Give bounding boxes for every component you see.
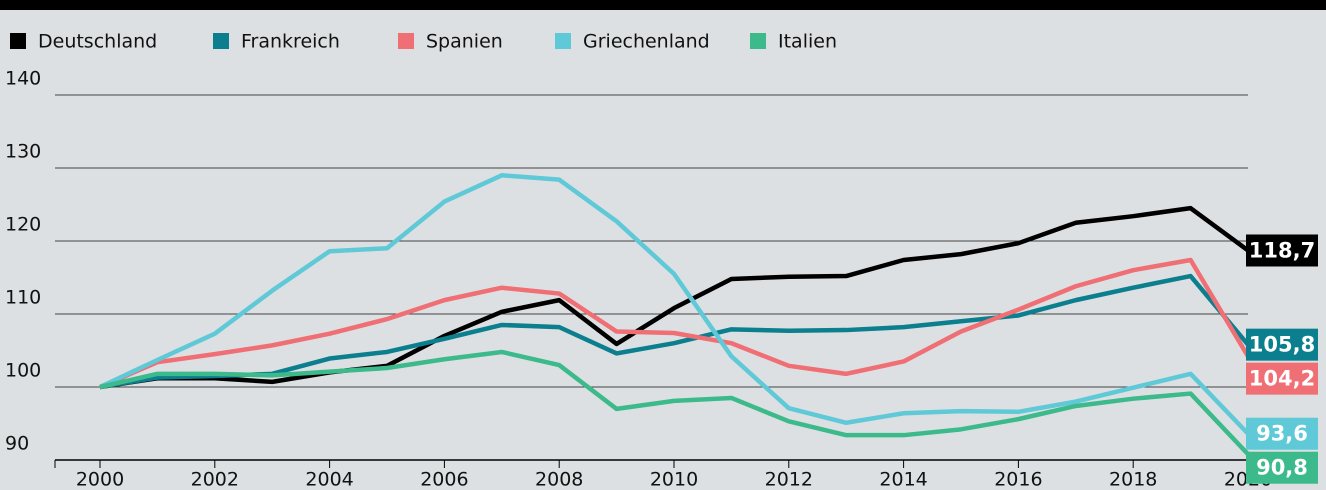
end-label: 93,6 [1246,417,1318,450]
series-line [99,205,1250,390]
x-tick-label: 2002 [191,469,239,490]
end-label-box [1246,234,1318,267]
legend-swatch [750,33,766,49]
end-label-box [1246,417,1318,450]
x-tick-label: 2004 [305,469,353,490]
x-tick-label: 2012 [765,469,813,490]
legend-swatch [10,33,26,49]
y-tick-label: 130 [5,141,41,163]
top-bar [0,0,1326,10]
y-tick-label: 140 [5,68,41,90]
legend-swatch [213,33,229,49]
legend-swatch [555,33,571,49]
x-tick-label: 2010 [650,469,698,490]
series-line [99,349,1250,456]
legend-label: Frankreich [241,31,340,53]
end-label-text: 90,8 [1256,456,1308,480]
x-tick-label: 2006 [420,469,468,490]
end-label: 104,2 [1246,362,1318,395]
legend-label: Deutschland [38,31,157,53]
end-label: 118,7 [1246,234,1318,267]
legend-swatch [398,33,414,49]
end-label-text: 104,2 [1249,367,1315,391]
end-label-box [1246,328,1318,361]
end-label: 90,8 [1246,451,1318,484]
x-tick-label: 2014 [879,469,927,490]
series-line [99,257,1250,390]
series-line [99,273,1250,390]
legend-label: Spanien [426,31,503,53]
end-label-box [1246,362,1318,395]
legend-label: Griechenland [583,31,710,53]
legend-label: Italien [778,31,837,53]
end-label-text: 93,6 [1256,422,1308,446]
end-label-text: 118,7 [1249,238,1315,262]
end-label-box [1246,451,1318,484]
x-tick-label: 2016 [994,469,1042,490]
y-tick-label: 100 [5,360,41,382]
series-line [99,173,1250,436]
y-tick-label: 90 [5,433,29,455]
x-tick-label: 2018 [1109,469,1157,490]
end-label: 105,8 [1246,328,1318,361]
x-tick-label: 2000 [76,469,124,490]
y-tick-label: 110 [5,287,41,309]
end-label-text: 105,8 [1249,333,1315,357]
x-tick-label: 2008 [535,469,583,490]
y-tick-label: 120 [5,214,41,236]
